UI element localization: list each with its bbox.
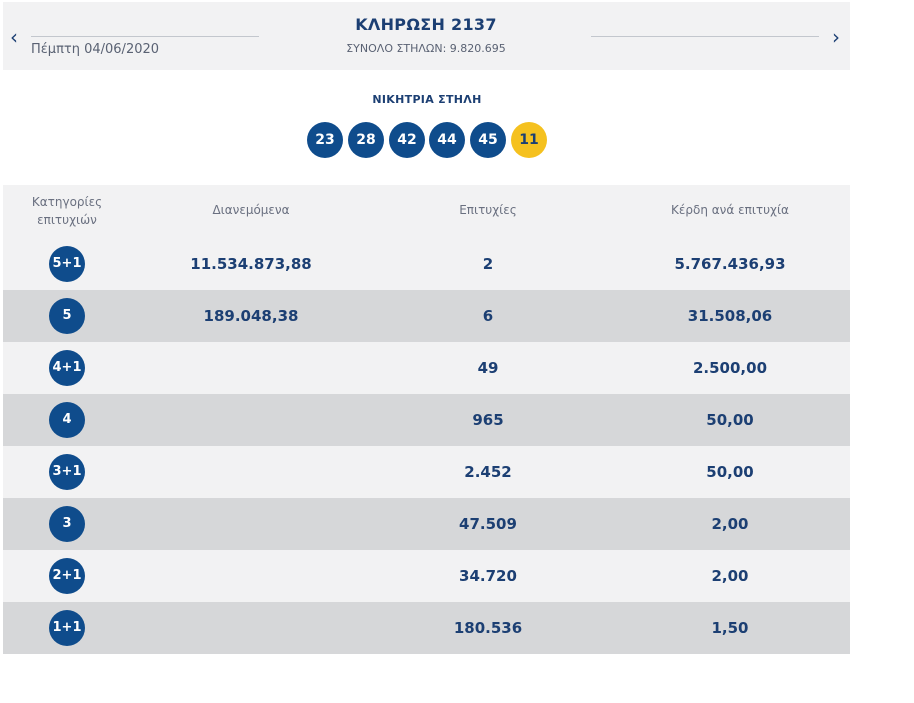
header-category-line1: Κατηγορίες: [31, 195, 103, 209]
table-row: 3+1 2.452 50,00: [3, 446, 850, 498]
winning-number-ball: 44: [429, 122, 465, 158]
bonus-number-ball: 11: [511, 122, 547, 158]
winning-number-ball: 45: [470, 122, 506, 158]
winning-number-ball: 28: [348, 122, 384, 158]
header-prize: Κέρδη ανά επιτυχία: [671, 203, 789, 217]
prize-cell: 50,00: [706, 411, 754, 429]
category-badge: 3+1: [49, 454, 85, 490]
prize-cell: 1,50: [711, 619, 749, 637]
table-row: 3 47.509 2,00: [3, 498, 850, 550]
header-winners: Επιτυχίες: [459, 203, 517, 217]
category-badge: 2+1: [49, 558, 85, 594]
draw-title: ΚΛΗΡΩΣΗ 2137: [355, 15, 497, 34]
distributed-cell: [161, 498, 341, 550]
category-badge: 4: [49, 402, 85, 438]
prize-cell: 2,00: [711, 567, 749, 585]
category-badge: 3: [49, 506, 85, 542]
header-distributed: Διανεμόμενα: [212, 203, 290, 217]
category-badge: 5+1: [49, 246, 85, 282]
table-row: 2+1 34.720 2,00: [3, 550, 850, 602]
prize-table: Κατηγορίες επιτυχιών Διανεμόμενα Επιτυχί…: [3, 185, 850, 654]
winners-cell: 6: [482, 307, 494, 325]
category-badge: 5: [49, 298, 85, 334]
prize-cell: 31.508,06: [687, 307, 773, 325]
table-row: 4 965 50,00: [3, 394, 850, 446]
chevron-left-icon: ‹: [10, 25, 18, 49]
winners-cell: 2: [482, 255, 494, 273]
draw-date: Πέμπτη 04/06/2020: [31, 42, 160, 57]
table-row: 5+1 11.534.873,88 2 5.767.436,93: [3, 238, 850, 290]
table-row: 1+1 180.536 1,50: [3, 602, 850, 654]
draw-header: ‹ Πέμπτη 04/06/2020 ΚΛΗΡΩΣΗ 2137 ΣΥΝΟΛΟ …: [3, 2, 850, 70]
total-columns: ΣΥΝΟΛΟ ΣΤΗΛΩΝ: 9.820.695: [346, 42, 506, 55]
prize-cell: 2.500,00: [692, 359, 768, 377]
category-badge: 1+1: [49, 610, 85, 646]
header-category-line2: επιτυχιών: [37, 213, 97, 227]
prev-draw-button[interactable]: ‹: [7, 26, 21, 48]
header-divider-right: [591, 36, 819, 37]
table-row: 4+1 49 2.500,00: [3, 342, 850, 394]
winners-cell: 47.509: [459, 515, 517, 533]
chevron-right-icon: ›: [832, 25, 840, 49]
header-category: Κατηγορίες επιτυχιών: [3, 193, 131, 229]
distributed-cell: [161, 342, 341, 394]
winners-cell: 965: [472, 411, 504, 429]
header-divider-left: [31, 36, 259, 37]
winning-column-title: ΝΙΚΗΤΡΙΑ ΣΤΗΛΗ: [372, 93, 482, 106]
winning-number-ball: 42: [389, 122, 425, 158]
prize-cell: 5.767.436,93: [674, 255, 786, 273]
category-badge: 4+1: [49, 350, 85, 386]
winners-cell: 2.452: [464, 463, 512, 481]
distributed-cell: [161, 394, 341, 446]
distributed-cell: 189.048,38: [203, 307, 299, 325]
winners-cell: 49: [477, 359, 499, 377]
distributed-cell: [161, 550, 341, 602]
distributed-cell: [161, 602, 341, 654]
table-row: 5 189.048,38 6 31.508,06: [3, 290, 850, 342]
prize-cell: 50,00: [706, 463, 754, 481]
winners-cell: 180.536: [453, 619, 523, 637]
distributed-cell: [161, 446, 341, 498]
distributed-cell: 11.534.873,88: [190, 255, 312, 273]
next-draw-button[interactable]: ›: [829, 26, 843, 48]
table-header: Κατηγορίες επιτυχιών Διανεμόμενα Επιτυχί…: [3, 185, 850, 238]
winning-number-ball: 23: [307, 122, 343, 158]
prize-cell: 2,00: [711, 515, 749, 533]
winners-cell: 34.720: [459, 567, 517, 585]
